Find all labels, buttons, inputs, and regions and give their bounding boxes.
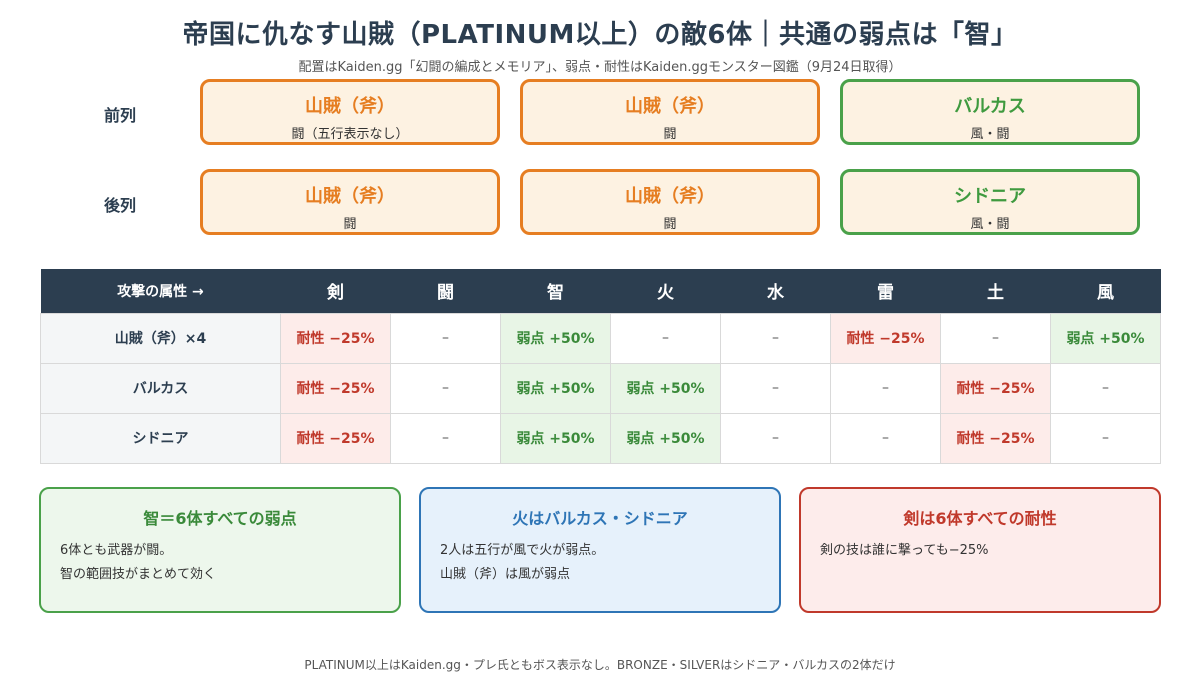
enemy-name: バルカス [954,96,1026,117]
table-cell: – [720,362,831,414]
note-line: 智の範囲技がまとめて効く [60,567,217,582]
table-cell: 耐性 −25% [280,362,391,414]
column-header: 闘 [390,269,501,313]
table-cell: – [390,412,501,464]
note-line: 剣の技は誰に撃っても−25% [820,543,989,558]
row-name: バルカス [40,362,281,414]
column-header: 水 [720,269,831,313]
column-header: 雷 [830,269,941,313]
table-row: 山賊（斧）×4 耐性 −25% – 弱点 +50% – – 耐性 −25% – … [40,312,1161,364]
enemy-name: シドニア [954,186,1026,207]
enemy-attribute: 闘（五行表示なし） [291,127,409,142]
table-header-row: 攻撃の属性 → 剣 闘 智 火 水 雷 土 風 [40,269,1161,313]
table-cell: – [390,362,501,414]
table-cell: 弱点 +50% [500,412,611,464]
note-sword-resistance: 剣は6体すべての耐性 剣の技は誰に撃っても−25% [799,487,1161,613]
table-cell: 弱点 +50% [610,412,721,464]
enemy-attribute: 闘 [663,217,677,232]
page-title: 帝国に仇なす山賊（PLATINUM以上）の敵6体｜共通の弱点は「智」 [182,20,1018,50]
note-title: 剣は6体すべての耐性 [903,509,1057,528]
page-subtitle: 配置はKaiden.gg「幻闘の編成とメモリア」、弱点・耐性はKaiden.gg… [298,60,902,75]
table-cell: – [830,412,941,464]
table-cell: – [1050,412,1161,464]
note-title: 智＝6体すべての弱点 [143,509,297,528]
front-row-label: 前列 [103,106,136,125]
element-table: 攻撃の属性 → 剣 闘 智 火 水 雷 土 風 山賊（斧）×4 耐性 −25% … [40,269,1161,464]
enemy-card-front-1: 山賊（斧） 闘（五行表示なし） [200,79,500,145]
enemy-name: 山賊（斧） [625,186,715,207]
table-cell: 弱点 +50% [610,362,721,414]
note-fire-weakness: 火はバルカス・シドニア 2人は五行が風で火が弱点。 山賊（斧）は風が弱点 [419,487,781,613]
column-header: 剣 [280,269,391,313]
table-cell: 耐性 −25% [280,412,391,464]
footer-note: PLATINUM以上はKaiden.gg・プレ氏ともボス表示なし。BRONZE・… [304,658,896,672]
column-header: 智 [500,269,611,313]
column-header: 風 [1050,269,1161,313]
table-cell: 弱点 +50% [500,312,611,364]
enemy-card-back-2: 山賊（斧） 闘 [520,169,820,235]
enemy-card-back-3: シドニア 風・闘 [840,169,1140,235]
note-line: 山賊（斧）は風が弱点 [440,567,571,582]
enemy-card-front-2: 山賊（斧） 闘 [520,79,820,145]
table-row: バルカス 耐性 −25% – 弱点 +50% 弱点 +50% – – 耐性 −2… [40,362,1161,414]
note-line: 2人は五行が風で火が弱点。 [440,543,605,558]
table-cell: 弱点 +50% [1050,312,1161,364]
note-title: 火はバルカス・シドニア [512,509,688,528]
table-cell: 弱点 +50% [500,362,611,414]
note-line: 6体とも武器が闘。 [60,543,173,558]
enemy-attribute: 風・闘 [970,217,1010,232]
table-cell: – [390,312,501,364]
enemy-card-front-3: バルカス 風・闘 [840,79,1140,145]
enemy-attribute: 闘 [663,127,677,142]
column-header: 火 [610,269,721,313]
table-cell: – [1050,362,1161,414]
table-cell: 耐性 −25% [940,412,1051,464]
table-cell: 耐性 −25% [940,362,1051,414]
enemy-card-back-1: 山賊（斧） 闘 [200,169,500,235]
table-corner-header: 攻撃の属性 → [40,269,281,313]
enemy-attribute: 闘 [343,217,357,232]
note-weakness-all: 智＝6体すべての弱点 6体とも武器が闘。 智の範囲技がまとめて効く [39,487,401,613]
enemy-name: 山賊（斧） [305,96,395,117]
table-cell: – [720,412,831,464]
enemy-name: 山賊（斧） [625,96,715,117]
table-cell: 耐性 −25% [280,312,391,364]
row-name: 山賊（斧）×4 [40,312,281,364]
column-header: 土 [940,269,1051,313]
table-cell: – [830,362,941,414]
table-cell: – [940,312,1051,364]
row-name: シドニア [40,412,281,464]
enemy-attribute: 風・闘 [970,127,1010,142]
enemy-name: 山賊（斧） [305,186,395,207]
table-row: シドニア 耐性 −25% – 弱点 +50% 弱点 +50% – – 耐性 −2… [40,412,1161,464]
back-row-label: 後列 [103,196,136,215]
table-cell: 耐性 −25% [830,312,941,364]
table-cell: – [610,312,721,364]
table-cell: – [720,312,831,364]
